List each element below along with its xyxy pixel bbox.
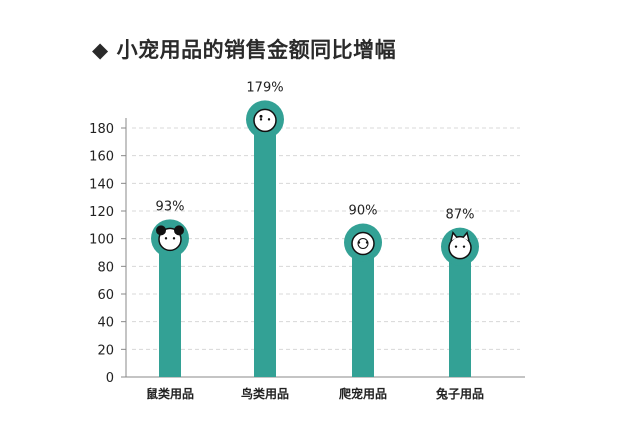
mouse-ear [174,225,184,236]
icon-eye [172,237,176,240]
icon-eye [164,237,168,240]
y-tick-label: 100 [89,233,114,248]
x-tick-label: 爬宠用品 [338,386,387,401]
y-tick-label: 120 [89,205,114,220]
icon-eye [454,245,458,248]
chart-title-text: 小宠用品的销售金额同比增幅 [116,38,397,62]
data-label: 179% [246,80,283,95]
y-tick-label: 0 [106,371,114,386]
icon-eye [267,118,271,121]
y-tick-label: 160 [89,150,114,165]
data-label: 90% [349,204,378,219]
turtle-shell [357,238,369,249]
bar [159,238,181,377]
x-tick-label: 鼠类用品 [146,386,194,401]
y-tick-label: 80 [97,260,114,275]
turtle-icon [351,231,375,256]
data-label: 87% [446,208,475,223]
y-tick-label: 20 [97,343,114,358]
bar [254,119,276,377]
mouse-ear [156,225,166,236]
bird-icon [253,108,277,133]
x-tick-label: 兔子用品 [435,386,484,401]
bar [352,242,374,377]
chart-title: ◆ 小宠用品的销售金额同比增幅 [92,34,396,64]
y-tick-label: 140 [89,177,114,192]
icon-eye [462,245,466,248]
diamond-icon: ◆ [92,38,109,62]
icon-eye [365,241,369,244]
rabbit-icon [448,235,472,260]
data-label: 93% [156,199,185,214]
bird-eye [259,114,263,118]
x-tick-label: 鸟类用品 [241,386,289,401]
y-tick-label: 60 [97,288,114,303]
y-tick-label: 40 [97,316,114,331]
rabbit-ear [450,230,470,241]
icon-eye [357,241,361,244]
bar [449,246,471,377]
icon-eye [259,118,263,121]
y-tick-label: 180 [89,122,114,137]
